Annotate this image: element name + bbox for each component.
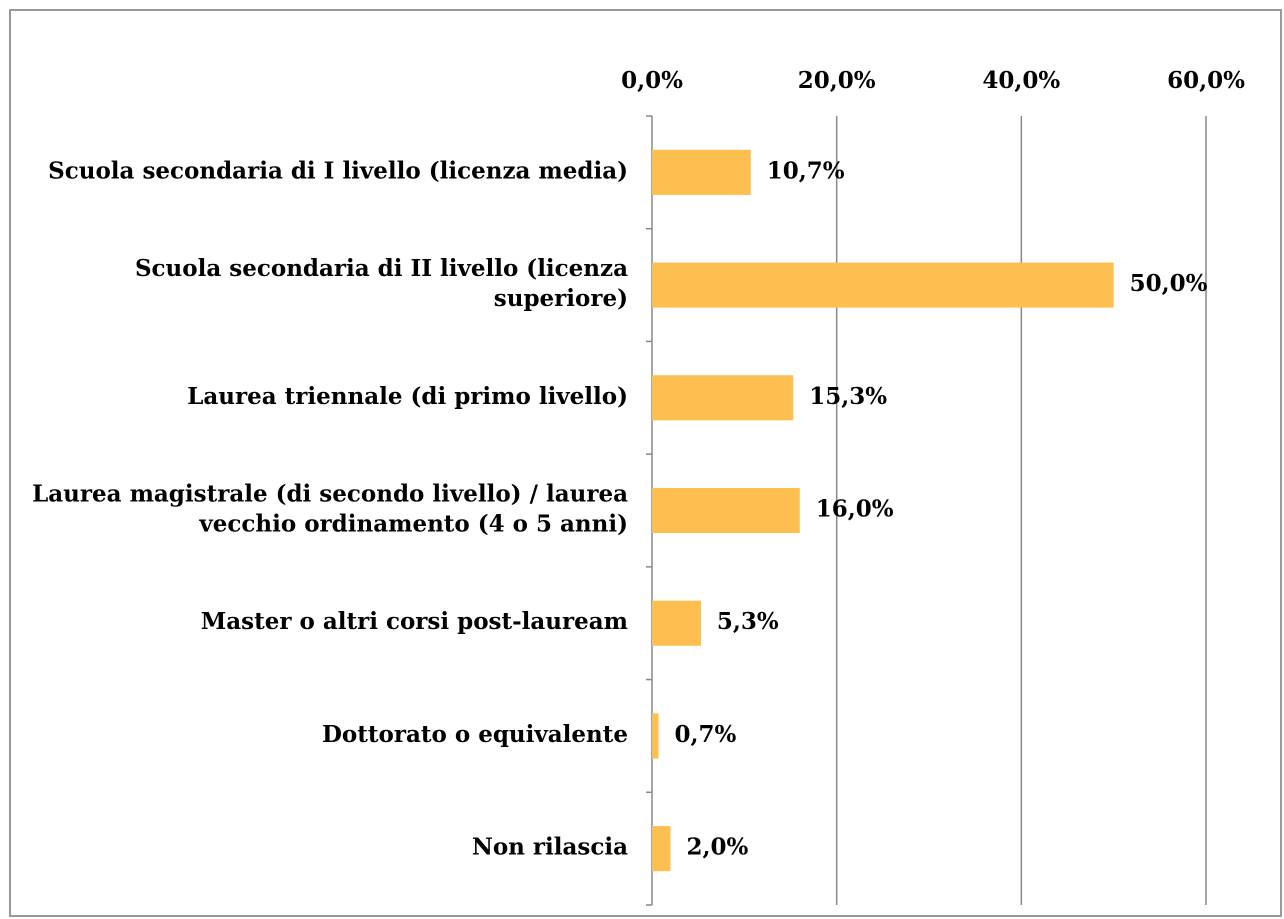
category-label: Dottorato o equivalente [322,721,628,748]
bar [652,600,701,646]
category-label: Scuola secondaria di I livello (licenza … [48,157,628,184]
x-tick-label: 40,0% [982,67,1060,94]
bar [652,713,659,759]
value-label: 5,3% [717,608,779,635]
category-label-line: Dottorato o equivalente [322,721,628,748]
category-label-line: Laurea magistrale (di secondo livello) /… [32,481,628,508]
category-label: Master o altri corsi post-lauream [201,608,628,635]
category-label: Laurea triennale (di primo livello) [187,383,628,410]
x-tick-label: 0,0% [621,67,683,94]
category-label: Scuola secondaria di II livello (licenza… [135,255,628,312]
x-tick-label: 20,0% [798,67,876,94]
category-label-line: Scuola secondaria di I livello (licenza … [48,157,628,184]
x-tick-label: 60,0% [1167,67,1245,94]
category-label-line: vecchio ordinamento (4 o 5 anni) [198,511,628,538]
category-label-line: Non rilascia [472,834,628,861]
chart-frame [9,9,1282,917]
bar [652,262,1114,308]
value-label: 10,7% [767,157,845,184]
category-label: Laurea magistrale (di secondo livello) /… [32,481,628,538]
value-label: 15,3% [809,383,887,410]
value-label: 2,0% [686,834,748,861]
category-label-line: Scuola secondaria di II livello (licenza [135,255,628,282]
value-label: 50,0% [1130,270,1208,297]
value-label: 0,7% [674,721,736,748]
bar [652,487,800,534]
value-label: 16,0% [816,496,894,523]
category-label: Non rilascia [472,834,628,861]
bar [652,375,794,421]
category-label-line: Master o altri corsi post-lauream [201,608,628,635]
category-label-line: superiore) [494,285,628,312]
bar [652,149,751,195]
category-label-line: Laurea triennale (di primo livello) [187,383,628,410]
bar [652,826,671,872]
